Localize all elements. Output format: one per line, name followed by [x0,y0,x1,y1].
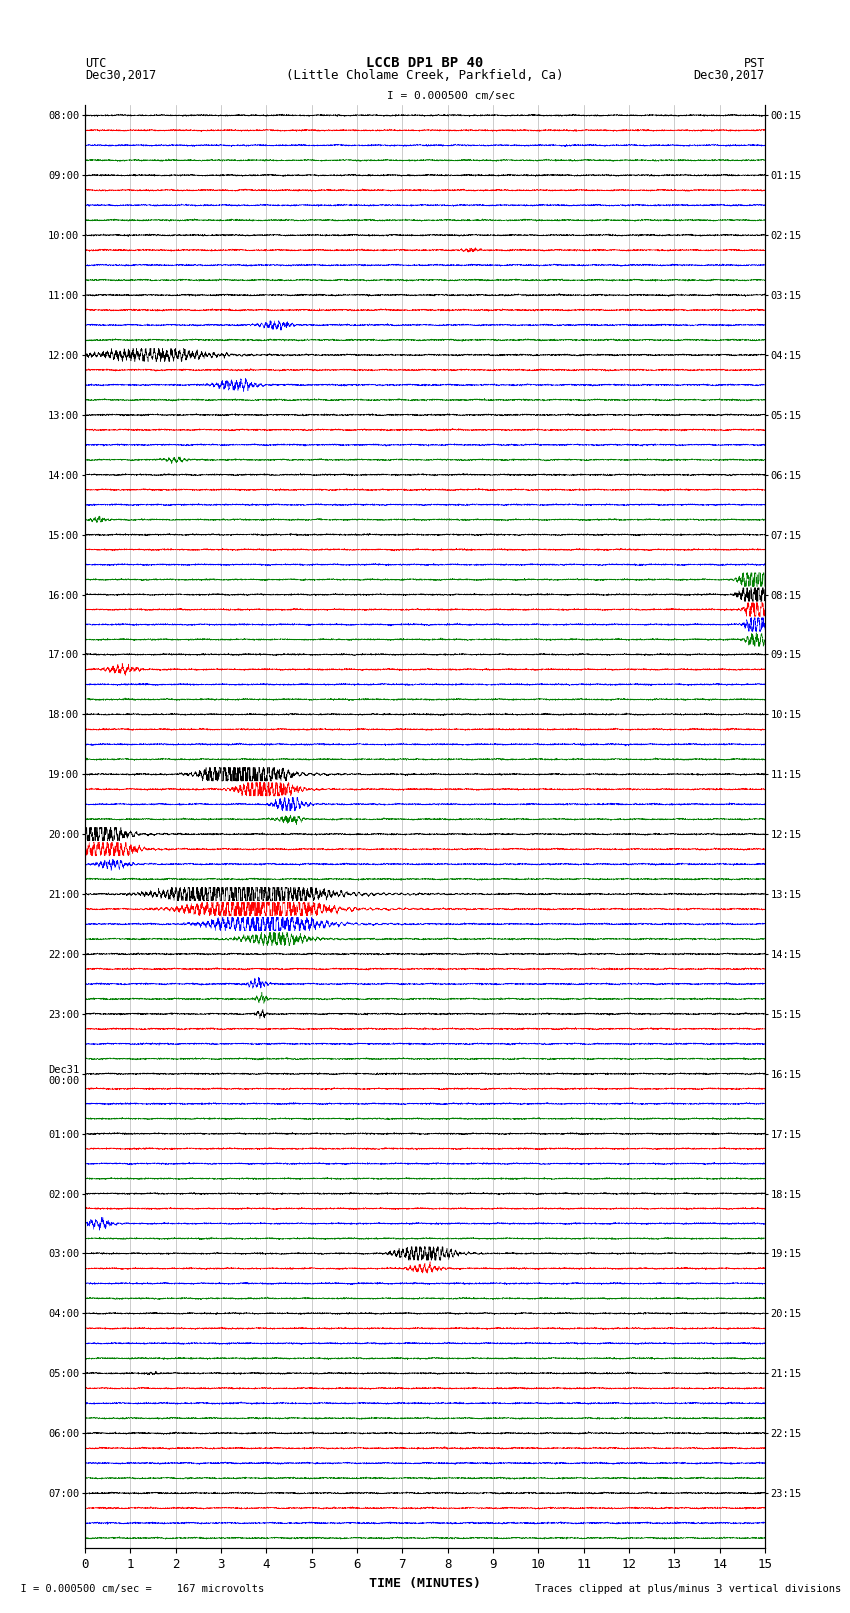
Text: LCCB DP1 BP 40: LCCB DP1 BP 40 [366,56,484,71]
Text: Traces clipped at plus/minus 3 vertical divisions: Traces clipped at plus/minus 3 vertical … [536,1584,842,1594]
Text: (Little Cholame Creek, Parkfield, Ca): (Little Cholame Creek, Parkfield, Ca) [286,69,564,82]
Text: Dec30,2017: Dec30,2017 [694,69,765,82]
Text: PST: PST [744,56,765,71]
Text: UTC: UTC [85,56,106,71]
Text: Dec30,2017: Dec30,2017 [85,69,156,82]
Text: I = 0.000500 cm/sec: I = 0.000500 cm/sec [387,90,515,102]
Text: I = 0.000500 cm/sec =    167 microvolts: I = 0.000500 cm/sec = 167 microvolts [8,1584,264,1594]
X-axis label: TIME (MINUTES): TIME (MINUTES) [369,1578,481,1590]
